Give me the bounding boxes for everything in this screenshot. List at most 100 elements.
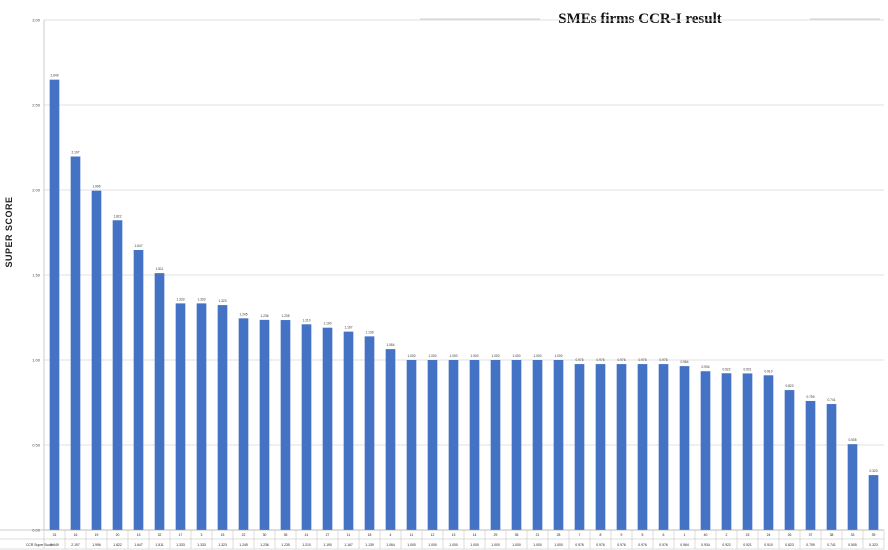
table-value: 1.190 (323, 543, 332, 547)
x-tick-label: 35 (515, 533, 519, 537)
x-tick-label: 1 (684, 533, 686, 537)
table-value: 1.996 (92, 543, 101, 547)
table-value: 0.759 (806, 543, 815, 547)
x-tick-label: 37 (809, 533, 813, 537)
x-tick-label: 26 (788, 533, 792, 537)
x-tick-label: 27 (326, 533, 330, 537)
bar (175, 303, 186, 530)
x-tick-label: 40 (704, 533, 708, 537)
table-value: 1.323 (218, 543, 227, 547)
table-value: 0.976 (617, 543, 626, 547)
y-tick-label: 3.00 (32, 18, 41, 23)
table-value: 1.139 (365, 543, 374, 547)
x-tick-label: 11 (347, 533, 351, 537)
x-tick-label: 12 (431, 533, 435, 537)
bar (742, 373, 753, 530)
table-value: 0.922 (722, 543, 731, 547)
data-label: 1.236 (261, 314, 269, 318)
data-table: CCR Super Score 312.649162.197191.996201… (0, 529, 885, 550)
table-value: 1.000 (470, 543, 479, 547)
data-label: 1.822 (114, 214, 122, 218)
data-label: 1.190 (324, 322, 332, 326)
bar (322, 327, 333, 530)
bar (574, 364, 585, 530)
x-tick-label: 30 (263, 533, 267, 537)
bar (847, 444, 858, 530)
table-value: 0.976 (638, 543, 647, 547)
table-value: 1.210 (302, 543, 311, 547)
table-value: 1.000 (449, 543, 458, 547)
x-tick-label: 13 (137, 533, 141, 537)
x-tick-label: 35 (284, 533, 288, 537)
table-value: 2.649 (50, 543, 59, 547)
bar (805, 400, 816, 530)
table-value: 0.934 (701, 543, 710, 547)
table-value: 1.333 (176, 543, 185, 547)
table-value: 1.647 (134, 543, 143, 547)
bar (217, 305, 228, 530)
bar (385, 349, 396, 530)
table-value: 1.235 (281, 543, 290, 547)
y-tick-label: 1.50 (32, 273, 41, 278)
data-label: 0.964 (681, 360, 689, 364)
data-label: 1.000 (555, 354, 563, 358)
x-tick-label: 23 (746, 533, 750, 537)
x-tick-label: 6 (663, 533, 665, 537)
x-tick-label: 5 (642, 533, 644, 537)
table-value: 0.505 (848, 543, 857, 547)
data-label: 0.921 (744, 367, 752, 371)
x-tick-label: 17 (179, 533, 183, 537)
y-ticks: 0.000.501.001.502.002.503.00 (32, 18, 41, 533)
x-tick-label: 21 (536, 533, 540, 537)
table-value: 1.822 (113, 543, 122, 547)
bar (301, 324, 312, 530)
bar (784, 390, 795, 530)
table-value: 1.333 (197, 543, 206, 547)
data-label: 0.976 (597, 358, 605, 362)
bar (595, 364, 606, 530)
data-label: 0.976 (618, 358, 626, 362)
table-value: 1.000 (428, 543, 437, 547)
bar (49, 79, 60, 531)
data-label: 1.000 (408, 354, 416, 358)
data-label: 0.759 (807, 395, 815, 399)
x-tick-label: 14 (473, 533, 477, 537)
table-value: 1.000 (554, 543, 563, 547)
bar (658, 364, 669, 530)
bar (679, 366, 690, 530)
table-value: 1.064 (386, 543, 395, 547)
bar (427, 360, 438, 530)
data-label: 1.323 (219, 299, 227, 303)
table-value: 1.511 (155, 543, 163, 547)
x-tick-label: 2 (726, 533, 728, 537)
bar (238, 318, 249, 530)
x-tick-label: 41 (305, 533, 309, 537)
table-row-label: CCR Super Score (26, 543, 53, 547)
x-tick-label: 4 (390, 533, 392, 537)
data-label: 1.235 (282, 314, 290, 318)
x-tick-label: 29 (494, 533, 498, 537)
bar (343, 331, 354, 530)
x-tick-label: 20 (116, 533, 120, 537)
bar (196, 303, 207, 530)
table-value: 0.741 (827, 543, 836, 547)
bar (70, 156, 81, 530)
data-label: 1.511 (156, 267, 164, 271)
data-label: 1.000 (471, 354, 479, 358)
x-tick-label: 31 (53, 533, 57, 537)
y-axis-label: SUPER SCORE (4, 196, 14, 267)
x-tick-label: 7 (579, 533, 581, 537)
table-value: 0.921 (743, 543, 752, 547)
y-tick-label: 0.50 (32, 443, 41, 448)
x-tick-label: 18 (368, 533, 372, 537)
table-value: 0.964 (680, 543, 689, 547)
data-label: 1.996 (93, 185, 101, 189)
x-tick-label: 8 (600, 533, 602, 537)
data-label: 1.000 (450, 354, 458, 358)
y-tick-label: 2.00 (32, 188, 41, 193)
table-value: 1.000 (407, 543, 416, 547)
data-label: 0.976 (660, 358, 668, 362)
table-value: 1.000 (533, 543, 542, 547)
grid (43, 19, 884, 531)
